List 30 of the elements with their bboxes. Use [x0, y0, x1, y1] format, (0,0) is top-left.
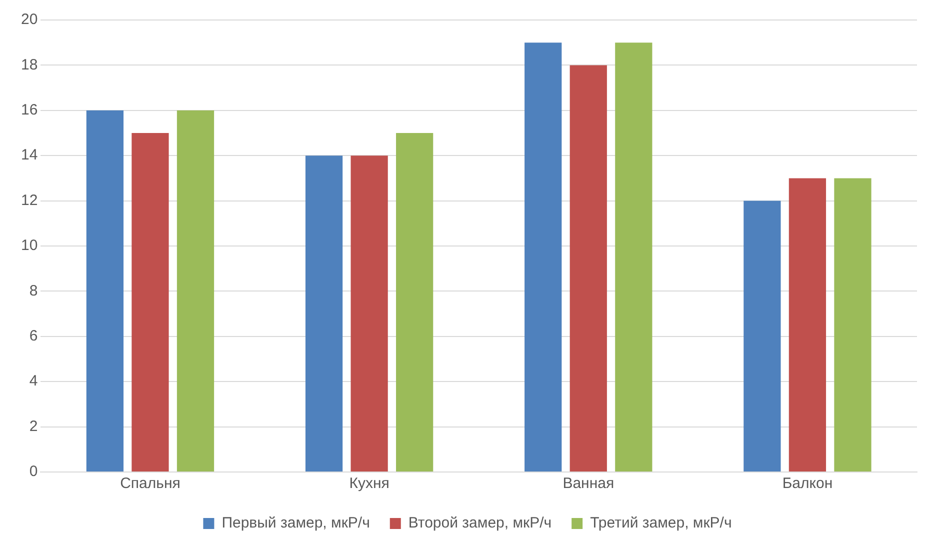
- y-tick-label: 6: [29, 328, 38, 345]
- y-tick-label: 4: [29, 372, 38, 390]
- y-tick-label: 0: [29, 463, 38, 480]
- y-tick-label: 16: [20, 102, 38, 119]
- bar: [305, 156, 343, 472]
- y-tick-label: 12: [20, 192, 38, 209]
- bar: [744, 200, 781, 472]
- legend-label: Третий замер, мкР/ч: [590, 514, 732, 532]
- bar: [788, 178, 826, 472]
- x-tick-label: Ванная: [562, 475, 614, 492]
- y-tick-label: 18: [20, 56, 38, 74]
- y-tick-label: 10: [20, 237, 38, 254]
- x-tick-label: Спальня: [120, 475, 180, 492]
- legend-label: Первый замер, мкР/ч: [222, 514, 370, 532]
- bar: [570, 65, 607, 472]
- x-tick-label: Балкон: [782, 475, 833, 492]
- bar: [615, 42, 652, 472]
- bar: [524, 42, 562, 472]
- y-tick-label: 2: [29, 418, 38, 435]
- bar: [176, 110, 214, 472]
- y-tick-label: 14: [20, 146, 38, 164]
- bar: [834, 178, 872, 472]
- legend-label: Второй замер, мкР/ч: [408, 514, 552, 532]
- bar: [350, 156, 388, 472]
- bar: [132, 133, 169, 472]
- y-tick-label: 20: [20, 11, 38, 28]
- bar: [86, 110, 124, 472]
- x-tick-label: Кухня: [349, 475, 390, 492]
- bar: [396, 133, 434, 472]
- y-tick-label: 8: [29, 282, 38, 300]
